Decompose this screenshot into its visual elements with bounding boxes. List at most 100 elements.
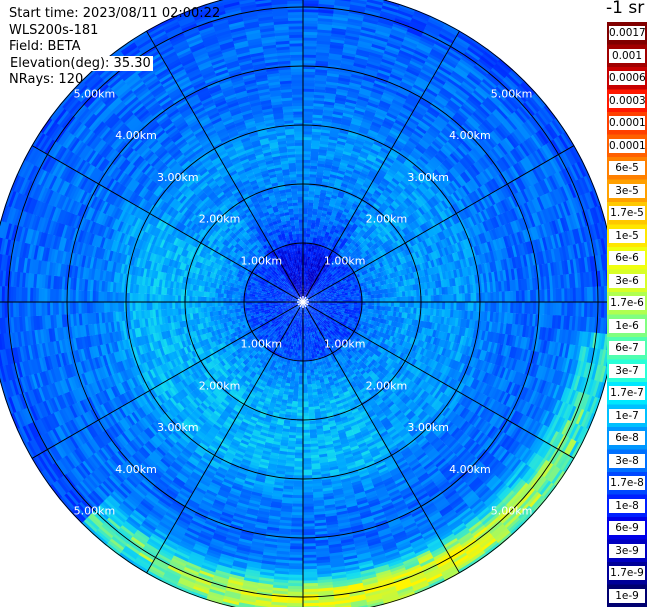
radar-cell: [370, 123, 381, 131]
radar-cell: [342, 112, 354, 119]
radar-cell: [303, 39, 317, 44]
radar-cell: [355, 53, 369, 61]
radar-cell: [356, 179, 364, 186]
radar-cell: [359, 187, 368, 194]
radar-cell: [418, 39, 434, 49]
radar-cell: [359, 125, 370, 133]
radar-cell: [370, 48, 385, 56]
radar-cell: [371, 145, 381, 153]
radar-cell: [363, 179, 372, 187]
radar-cell: [396, 88, 410, 97]
radar-cell: [349, 81, 362, 88]
radar-cell: [381, 7, 398, 16]
radar-cell: [439, 30, 456, 42]
radar-cell: [368, 128, 379, 136]
radar-cell: [303, 96, 314, 101]
radar-cell: [371, 87, 384, 96]
radar-cell: [303, 42, 317, 47]
radar-cell: [307, 219, 312, 223]
radar-cell: [333, 104, 345, 111]
radar-cell: [408, 91, 422, 101]
radar-cell: [318, 0, 336, 3]
radar-cell: [308, 187, 315, 192]
radar-cell: [396, 54, 411, 64]
radar-cell: [349, 155, 359, 162]
radar-cell: [303, 142, 312, 146]
radar-cell: [380, 124, 392, 133]
radar-cell: [364, 9, 381, 17]
radar-cell: [303, 213, 308, 217]
radar-cell: [375, 26, 392, 35]
radar-cell: [367, 57, 382, 65]
radar-cell: [303, 99, 314, 104]
radar-cell: [303, 93, 315, 98]
radar-cell: [342, 195, 350, 201]
radar-cell: [368, 98, 380, 106]
radar-cell: [411, 54, 427, 64]
radar-cell: [358, 90, 371, 97]
radar-cell: [420, 34, 437, 44]
radar-cell: [354, 106, 366, 113]
radar-cell: [307, 213, 313, 218]
radar-cell: [376, 71, 390, 80]
radar-cell: [343, 106, 355, 113]
radar-cell: [360, 169, 370, 176]
radar-cell: [346, 95, 358, 102]
radar-cell: [366, 174, 375, 182]
radar-cell: [358, 37, 374, 44]
radar-cell: [434, 40, 450, 51]
radar-cell: [337, 220, 344, 226]
radar-cell: [303, 167, 311, 172]
radar-cell: [385, 44, 401, 53]
radar-cell: [332, 21, 348, 27]
radar-cell: [303, 292, 305, 297]
radar-cell: [388, 106, 401, 115]
radar-cell: [389, 73, 403, 82]
radar-cell: [328, 52, 343, 58]
radar-cell: [310, 253, 314, 258]
radar-cell: [411, 17, 428, 27]
radar-cell: [372, 85, 385, 93]
radar-cell: [333, 107, 345, 113]
radar-cell: [304, 293, 306, 297]
radar-cell: [351, 117, 363, 124]
radar-cell: [365, 6, 382, 14]
radar-cell: [307, 288, 309, 292]
radar-cell: [305, 278, 307, 283]
radar-cell: [306, 290, 308, 295]
radar-cell: [395, 57, 410, 66]
radar-cell: [303, 292, 304, 297]
radar-cell: [343, 147, 353, 154]
radar-cell: [416, 44, 432, 54]
radar-cell: [398, 49, 414, 58]
radar-cell: [347, 20, 363, 27]
radar-cell: [303, 110, 314, 115]
radar-cell: [310, 280, 313, 284]
radar-cell: [341, 117, 352, 124]
radar-cell: [415, 78, 429, 88]
radar-cell: [336, 172, 345, 178]
radar-cell: [340, 215, 346, 221]
radar-cell: [303, 116, 313, 121]
radar-cell: [359, 87, 372, 94]
radar-cell: [378, 18, 394, 27]
radar-cell: [304, 284, 306, 288]
radar-cell: [405, 67, 420, 77]
radar-cell: [305, 244, 310, 249]
radar-cell: [333, 13, 349, 19]
radar-cell: [341, 213, 348, 219]
radar-cell: [309, 283, 313, 287]
radar-cell: [370, 46, 386, 54]
radar-cell: [336, 223, 343, 229]
radar-cell: [374, 159, 383, 167]
radar-cell: [303, 8, 319, 13]
radar-cell: [371, 164, 381, 172]
radar-cell: [368, 96, 381, 103]
radar-cell: [308, 276, 312, 281]
radar-cell: [347, 90, 360, 97]
radar-cell: [350, 1, 367, 8]
radar-cell: [391, 67, 406, 77]
radar-cell: [401, 106, 413, 115]
radar-cell: [337, 137, 347, 143]
radar-cell: [305, 293, 308, 297]
